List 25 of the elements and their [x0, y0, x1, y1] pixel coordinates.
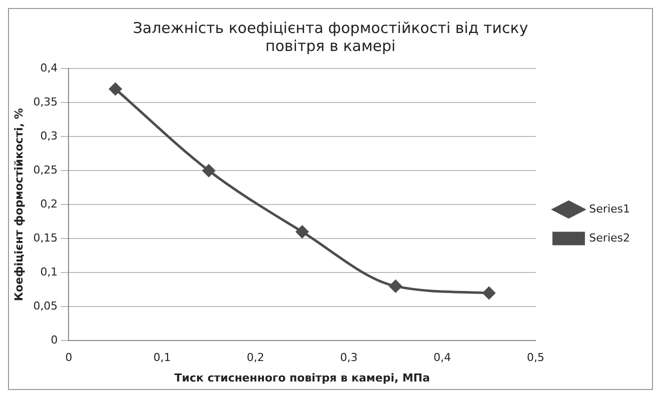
y-axis-title: Коефіцієнт формостійкості, %	[12, 108, 26, 302]
legend-label: Series2	[589, 231, 630, 244]
y-tick-label: 0,3	[40, 129, 58, 142]
y-tick-label: 0,2	[40, 197, 58, 210]
point	[202, 164, 216, 177]
x-axis-title: Тиск стисненного повітря в камері, МПа	[174, 371, 430, 384]
y-tick-label: 0,25	[33, 163, 58, 176]
x-tick-label: 0,4	[434, 351, 452, 364]
x-tick-label: 0,1	[153, 351, 171, 364]
y-tick-label: 0,4	[40, 61, 58, 74]
point	[482, 286, 496, 300]
point	[389, 280, 402, 292]
y-tick-label: 0,15	[33, 231, 58, 244]
legend-label: Series1	[589, 202, 630, 216]
x-tick-label: 0	[65, 351, 72, 364]
x-tick-label: 0,5	[526, 351, 544, 364]
chart-title: Залежність коефіцієнта формостійкості від тиску повітря в камері	[132, 19, 530, 55]
point	[296, 226, 308, 238]
point	[109, 82, 122, 96]
x-tick-label: 0,2	[246, 351, 264, 364]
y-tick-label: 0,05	[33, 299, 58, 312]
y-tick-label: 0,1	[40, 265, 58, 278]
x-tick-label: 0,3	[340, 351, 358, 364]
y-tick-label: 0,35	[33, 95, 58, 108]
y-tick-label: 0	[50, 333, 58, 346]
